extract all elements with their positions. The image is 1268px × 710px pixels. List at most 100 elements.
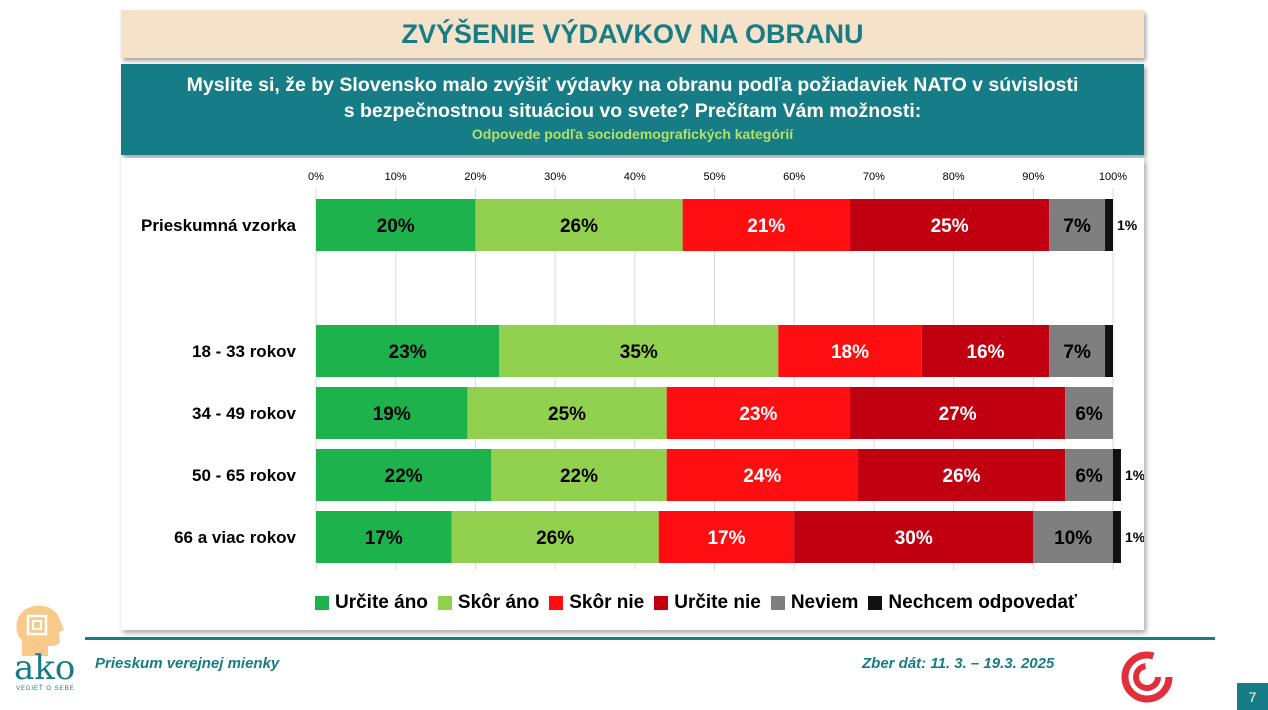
data-label: 19%	[373, 404, 411, 425]
bar-segment	[1049, 325, 1106, 377]
data-label: 1%	[1125, 529, 1144, 545]
legend-item: Určite nie	[654, 592, 761, 614]
data-label: 1%	[1117, 217, 1138, 233]
x-tick-label: 50%	[703, 171, 725, 183]
legend-item: Určite áno	[315, 592, 428, 614]
x-tick-label: 60%	[783, 171, 805, 183]
ako-logo: ako VEDIEŤ O SEBE	[8, 600, 88, 700]
question-line-2: s bezpečnostnou situáciou vo svete? Preč…	[343, 100, 922, 122]
data-label: 23%	[739, 404, 777, 425]
bar-segment	[491, 449, 667, 501]
bar-segment	[499, 325, 779, 377]
legend-item: Skôr nie	[549, 592, 644, 614]
page-number-box: 7	[1237, 683, 1268, 710]
bar-segment	[921, 325, 1050, 377]
legend-label: Nechcem odpovedať	[888, 592, 1078, 613]
category-label: 50 - 65 rokov	[192, 466, 296, 485]
bar-segment	[1113, 449, 1121, 501]
legend-swatch	[437, 596, 452, 610]
data-label: 17%	[365, 528, 403, 549]
category-label: 34 - 49 rokov	[192, 404, 296, 423]
data-label: 17%	[707, 528, 745, 549]
bar-segment	[682, 199, 850, 251]
bar-segment	[658, 511, 795, 563]
stacked-bar-chart: 0% 10% 20% 30% 40% 50% 60% 70% 80% 90% 100% Priesku…	[141, 171, 1144, 570]
legend-item: Skôr áno	[437, 592, 540, 614]
data-label: 24%	[743, 466, 781, 487]
data-label: 27%	[939, 404, 977, 425]
bar-segment	[316, 199, 476, 251]
page-title-bar: ZVÝŠENIE VÝDAVKOV NA OBRANU	[121, 10, 1144, 58]
bar-segment	[1105, 199, 1113, 251]
x-tick-label: 40%	[624, 171, 646, 183]
bar-segment	[666, 387, 850, 439]
data-label: 22%	[560, 466, 598, 487]
bar-segment	[1065, 449, 1113, 501]
data-label: 25%	[931, 216, 969, 237]
legend-swatch	[770, 596, 785, 610]
bar-segment	[1033, 511, 1113, 563]
data-label: 6%	[1075, 466, 1103, 487]
category-label: 18 - 33 rokov	[192, 342, 296, 361]
legend-label: Určite áno	[335, 592, 428, 613]
bar-segment	[1113, 511, 1121, 563]
x-tick-label: 20%	[464, 171, 486, 183]
footer-divider	[85, 637, 1215, 640]
data-label: 30%	[895, 528, 933, 549]
data-label: 22%	[385, 466, 423, 487]
bar-segment	[316, 449, 492, 501]
bar-segment	[666, 449, 858, 501]
page-title: ZVÝŠENIE VÝDAVKOV NA OBRANU	[401, 18, 864, 49]
x-tick-label: 70%	[863, 171, 885, 183]
bar-segment	[475, 199, 683, 251]
survey-label: Prieskum verejnej mienky	[95, 655, 280, 672]
bar-segment	[849, 199, 1050, 251]
x-tick-label: 10%	[385, 171, 407, 183]
legend-item: Nechcem odpovedať	[868, 592, 1077, 614]
bar-segment	[1049, 199, 1106, 251]
x-tick-label: 100%	[1099, 171, 1127, 183]
data-collection-date: Zber dát: 11. 3. – 19.3. 2025	[862, 655, 1055, 672]
bar-segment	[316, 387, 468, 439]
data-label: 16%	[966, 342, 1004, 363]
x-tick-label: 90%	[1022, 171, 1044, 183]
bar-segment	[1105, 325, 1113, 377]
question-line-1: Myslite si, že by Slovensko malo zvýšiť …	[186, 74, 1079, 96]
ako-logo-tagline: VEDIEŤ O SEBE	[16, 686, 75, 692]
legend-swatch	[654, 596, 669, 610]
legend-label: Neviem	[790, 592, 859, 613]
legend-label: Skôr áno	[457, 592, 540, 613]
bar-segment	[778, 325, 922, 377]
chart-subtitle: Odpovede podľa sociodemografických kateg…	[471, 126, 794, 142]
data-label: 26%	[536, 528, 574, 549]
x-tick-label: 30%	[544, 171, 566, 183]
legend-label: Určite nie	[674, 592, 761, 613]
data-label: 20%	[377, 216, 415, 237]
data-label: 6%	[1075, 404, 1103, 425]
broadcaster-spiral-logo	[1121, 651, 1173, 703]
chart-legend: Určite áno Skôr áno Skôr nie Určite nie Nevi…	[315, 588, 1087, 618]
ako-logo-word: ako	[14, 648, 76, 688]
legend-label: Skôr nie	[569, 592, 645, 613]
legend-swatch	[315, 596, 329, 610]
question-box: Myslite si, že by Slovensko malo zvýšiť …	[121, 64, 1144, 155]
bar-segment	[451, 511, 659, 563]
bar-segment	[316, 511, 452, 563]
data-label: 10%	[1054, 528, 1092, 549]
legend-item: Neviem	[770, 592, 859, 614]
data-label: 23%	[389, 342, 427, 363]
head-icon	[16, 605, 64, 656]
data-label: 21%	[747, 216, 785, 237]
data-label: 1%	[1125, 467, 1144, 483]
x-tick-label: 80%	[943, 171, 965, 183]
data-label: 25%	[548, 404, 586, 425]
bar-segment	[316, 325, 500, 377]
legend-swatch	[549, 596, 564, 610]
data-label: 26%	[943, 466, 981, 487]
category-label: Prieskumná vzorka	[141, 216, 297, 235]
data-label: 26%	[560, 216, 598, 237]
data-label: 7%	[1063, 216, 1091, 237]
data-label: 7%	[1063, 342, 1091, 363]
legend-swatch	[868, 596, 883, 610]
bar-segment	[467, 387, 667, 439]
